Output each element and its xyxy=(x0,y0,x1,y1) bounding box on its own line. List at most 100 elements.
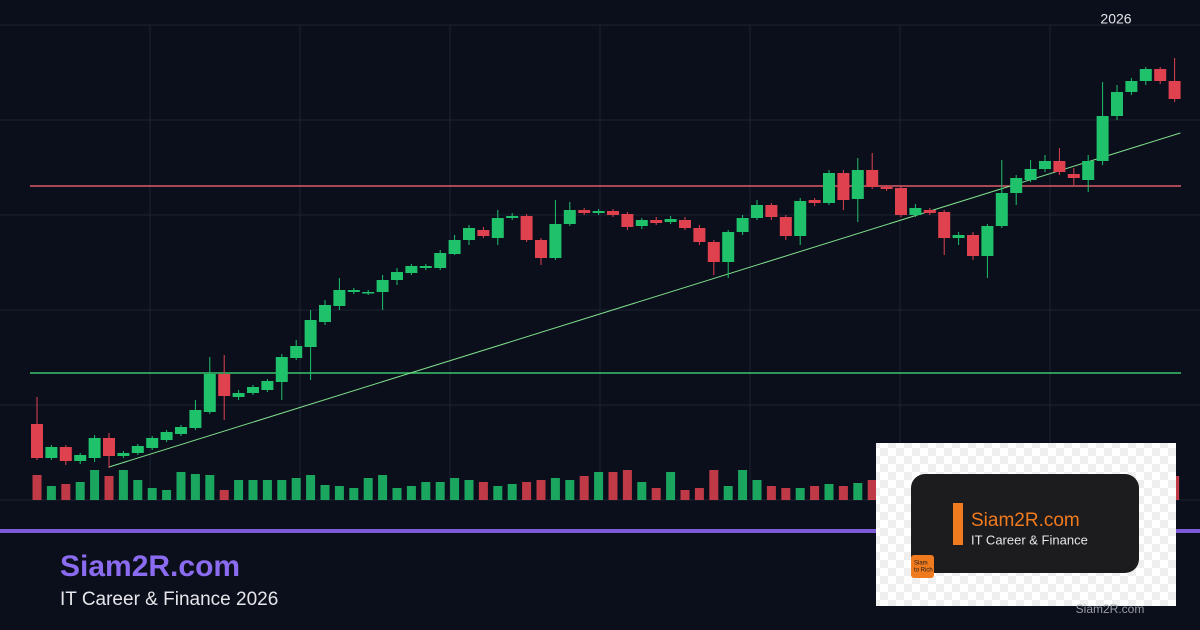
candle-body xyxy=(1067,174,1080,178)
volume-bar xyxy=(867,480,877,500)
candle-body xyxy=(563,210,576,224)
candle-body xyxy=(722,232,735,262)
volume-bar xyxy=(392,488,402,500)
volume-bar xyxy=(478,482,488,500)
candle-body xyxy=(189,410,202,428)
logo-badge-text: to Rich xyxy=(914,568,933,574)
volume-bar xyxy=(234,480,244,500)
candle-body xyxy=(578,210,591,213)
candle-body xyxy=(74,455,87,461)
candle-body xyxy=(1082,161,1095,180)
candle-body xyxy=(391,272,403,280)
candle-body xyxy=(304,320,317,347)
candle-body xyxy=(967,235,979,256)
volume-bar xyxy=(795,488,805,500)
volume-bar xyxy=(680,490,690,500)
volume-bar xyxy=(61,484,71,500)
volume-bar xyxy=(162,490,172,500)
grid xyxy=(0,24,1200,501)
volume-bar xyxy=(320,485,330,500)
volume-bar xyxy=(262,480,272,500)
candle-body xyxy=(635,220,648,226)
volume-bar xyxy=(507,484,517,500)
candle-body xyxy=(405,266,418,273)
volume-bar xyxy=(176,472,186,500)
candle-body xyxy=(707,242,720,262)
candle-body xyxy=(823,173,835,203)
candle-body xyxy=(535,240,547,258)
volume-bar xyxy=(766,486,776,500)
candle-body xyxy=(31,424,43,458)
candle-body xyxy=(895,188,907,215)
volume-bar xyxy=(810,486,820,500)
volume-bar xyxy=(723,486,733,500)
candle-body xyxy=(1139,69,1152,81)
volume-bar xyxy=(594,472,604,500)
volume-bar xyxy=(608,472,618,500)
year-label: 2026 xyxy=(1100,11,1131,27)
candle-body xyxy=(1053,161,1066,172)
candle-body xyxy=(261,381,274,390)
candle-body xyxy=(779,217,792,236)
candle-body xyxy=(103,438,115,456)
candle-body xyxy=(679,220,691,228)
candle-body xyxy=(981,226,994,256)
logo-card: Siam2R.com IT Career & Finance Siam to R… xyxy=(876,443,1176,616)
volume-bar xyxy=(349,488,359,500)
candle-body xyxy=(175,427,187,434)
candle-body xyxy=(995,193,1008,226)
candle-body xyxy=(290,346,303,358)
candle-body xyxy=(592,211,605,213)
volume-bar xyxy=(450,478,460,500)
volume-bar xyxy=(75,482,85,500)
watermark: Siam2R.com xyxy=(1076,602,1145,616)
volume-bar xyxy=(378,475,388,500)
volume-bar xyxy=(853,483,863,500)
candle-body xyxy=(851,170,864,199)
volume-bar xyxy=(738,470,748,500)
footer-title: Siam2R.com xyxy=(60,550,240,583)
logo-badge xyxy=(911,555,934,578)
candle-body xyxy=(362,292,375,294)
volume-bar xyxy=(709,470,719,500)
volume-bar xyxy=(493,486,503,500)
candle-body xyxy=(1010,178,1023,193)
candle-body xyxy=(693,228,706,242)
candle-body xyxy=(45,447,58,458)
candle-body xyxy=(506,216,519,218)
candle-body xyxy=(923,210,936,213)
candle-body xyxy=(751,205,763,218)
candle-body xyxy=(463,228,475,240)
volume-bar xyxy=(550,478,560,500)
candle-body xyxy=(520,216,533,240)
volume-bar xyxy=(104,476,114,500)
volume-bar xyxy=(536,480,546,500)
volume-bar xyxy=(637,482,647,500)
volume-bar xyxy=(363,478,373,500)
candle-body xyxy=(160,432,173,440)
candle-body xyxy=(347,290,360,292)
candle-body xyxy=(1039,161,1051,169)
candle-body xyxy=(218,374,231,396)
footer-subtitle: IT Career & Finance 2026 xyxy=(60,589,278,610)
candle-body xyxy=(909,208,922,215)
candle-body xyxy=(938,212,951,238)
volume-bar xyxy=(291,478,301,500)
candle-body xyxy=(1024,169,1037,180)
volume-bar xyxy=(752,480,762,500)
candle-body xyxy=(880,187,893,189)
volume-bar xyxy=(435,482,445,500)
candle-body xyxy=(837,173,850,200)
candle-body xyxy=(765,205,778,217)
candle-body xyxy=(434,253,447,268)
volume-bar xyxy=(421,482,431,500)
candle-body xyxy=(203,374,216,412)
volume-bar xyxy=(781,488,791,500)
candle-body xyxy=(1096,116,1109,161)
candle-body xyxy=(319,305,331,322)
candle-body xyxy=(866,170,879,187)
candle-body xyxy=(131,446,144,453)
logo-badge-text: Siam xyxy=(914,561,928,567)
